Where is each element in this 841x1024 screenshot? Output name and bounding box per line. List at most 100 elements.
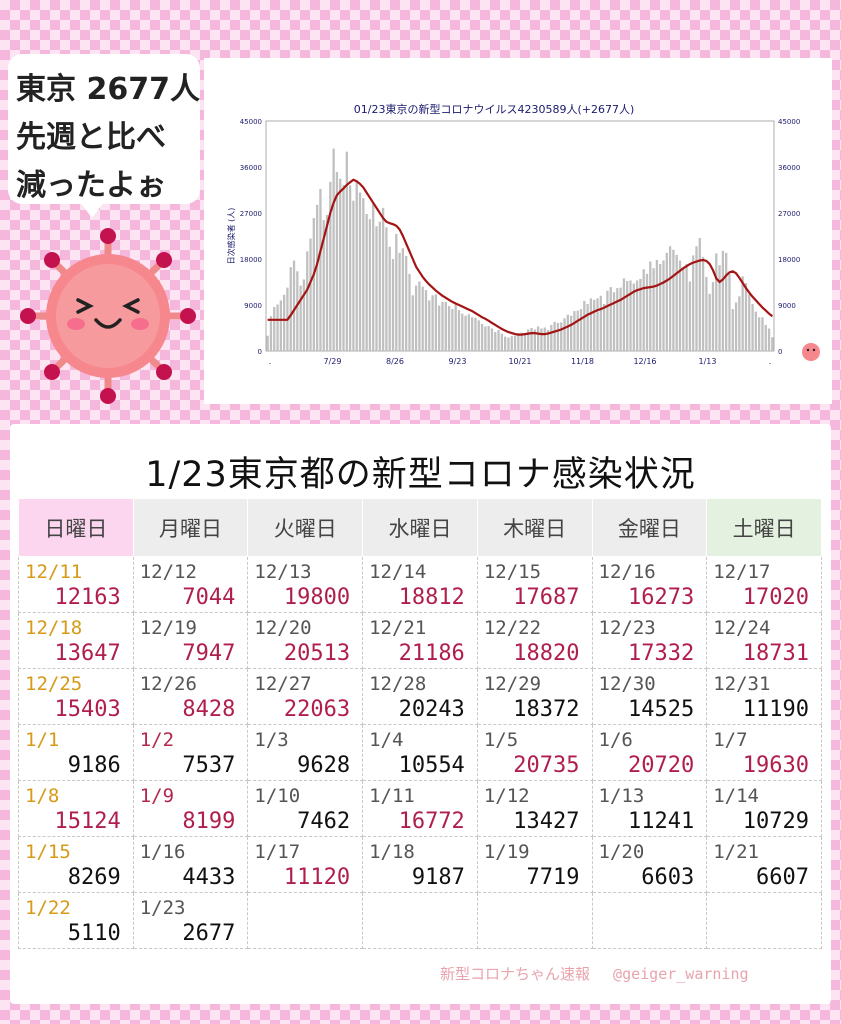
day-date: 12/19 — [139, 617, 197, 639]
day-date: 12/21 — [369, 617, 427, 639]
day-date: 12/15 — [483, 561, 542, 583]
bar — [315, 204, 319, 351]
day-cell: 12/23 17332 — [591, 612, 708, 669]
bar — [480, 323, 484, 351]
bar — [751, 303, 754, 351]
bar — [391, 259, 395, 351]
ytick-left: 45000 — [240, 118, 262, 126]
bar — [401, 248, 405, 351]
day-count: 10729 — [742, 809, 809, 834]
bar — [536, 326, 540, 351]
day-cell: 1/9 8199 — [132, 780, 249, 837]
day-count: 11190 — [742, 697, 809, 722]
header-friday: 金曜日 — [591, 498, 708, 557]
day-count: 7537 — [182, 753, 236, 778]
bar — [649, 261, 652, 351]
chart-ylabel: 日次感染者 (人) — [226, 208, 236, 265]
bar — [626, 280, 629, 351]
bar — [688, 281, 692, 351]
day-date: 12/31 — [713, 673, 771, 695]
bar — [672, 249, 675, 351]
bar — [487, 325, 490, 351]
weekly-cases-table: 日曜日 月曜日 火曜日 水曜日 木曜日 金曜日 土曜日 12/11 12163 12… — [18, 498, 822, 949]
bar — [639, 278, 642, 351]
day-count: 9187 — [411, 865, 465, 890]
bar — [741, 276, 744, 351]
day-count: 12163 — [54, 585, 121, 610]
bar — [385, 227, 388, 351]
day-cell: 12/27 22063 — [247, 668, 364, 725]
day-count: 18820 — [513, 641, 580, 666]
bar — [560, 322, 563, 351]
bubble-line-2: 先週と比べ — [16, 120, 166, 155]
table-body: 12/11 12163 12/12 7044 12/13 19800 12/14 18812 1… — [18, 556, 822, 949]
day-cell: 12/15 17687 — [476, 556, 593, 613]
day-cell: 12/25 15403 — [18, 668, 134, 725]
ytick-left: 18000 — [240, 256, 262, 264]
bar — [596, 298, 599, 351]
bar — [494, 332, 497, 351]
xtick-label: . — [269, 357, 272, 366]
day-count: 20243 — [398, 697, 465, 722]
day-count: 16273 — [627, 585, 695, 610]
xtick-label: 10/21 — [508, 357, 531, 366]
bar — [573, 311, 576, 351]
day-cell: 1/5 20735 — [476, 724, 593, 781]
day-date: 12/18 — [25, 617, 83, 639]
bar — [533, 329, 536, 351]
bar — [309, 238, 312, 351]
bar — [467, 314, 471, 351]
bar — [546, 330, 550, 351]
day-date: 1/9 — [139, 785, 175, 807]
day-date: 1/3 — [254, 729, 289, 751]
bar — [632, 283, 635, 351]
bar — [708, 293, 711, 351]
bar — [576, 310, 579, 351]
day-cell — [247, 892, 364, 949]
day-cell: 12/19 7947 — [132, 612, 249, 669]
bar — [477, 320, 480, 351]
bar — [451, 309, 454, 351]
day-count: 6603 — [641, 865, 695, 890]
bar — [365, 214, 368, 351]
bar — [540, 328, 543, 351]
day-date: 12/25 — [25, 673, 83, 695]
bar — [454, 303, 457, 351]
table-row: 1/8 15124 1/9 8199 1/10 7462 1/11 16772 1/12 1342… — [18, 780, 822, 837]
bar — [378, 221, 381, 351]
day-count: 20513 — [283, 641, 351, 666]
bar — [645, 273, 649, 351]
xtick-label: 9/23 — [449, 357, 467, 366]
bar — [299, 285, 302, 351]
ytick-right: 36000 — [778, 164, 800, 172]
bar — [484, 326, 487, 351]
day-count: 19630 — [742, 753, 809, 778]
day-cell: 1/13 11241 — [591, 780, 708, 837]
day-date: 1/11 — [369, 785, 415, 807]
bar — [612, 292, 616, 351]
day-count: 20720 — [627, 753, 695, 778]
day-count: 19800 — [283, 585, 351, 610]
bar — [705, 276, 708, 351]
bar — [728, 273, 731, 351]
bar — [599, 295, 602, 351]
day-count: 6607 — [756, 865, 809, 890]
bar — [500, 333, 504, 351]
bar — [725, 252, 728, 351]
bar — [372, 203, 375, 351]
day-date: 1/17 — [254, 841, 301, 863]
bar — [655, 260, 659, 351]
footer-credit: 新型コロナちゃん速報 @geiger_warning — [440, 963, 749, 984]
day-date: 1/20 — [598, 841, 645, 863]
day-count: 8199 — [182, 809, 236, 834]
bar — [523, 334, 527, 351]
day-count: 7719 — [526, 865, 580, 890]
day-count: 16772 — [398, 809, 465, 834]
bar — [527, 329, 530, 351]
bar — [312, 218, 315, 351]
bar — [441, 301, 444, 351]
bar — [771, 337, 774, 351]
bar — [362, 198, 365, 351]
bar — [276, 304, 279, 351]
ytick-left: 9000 — [244, 302, 262, 310]
